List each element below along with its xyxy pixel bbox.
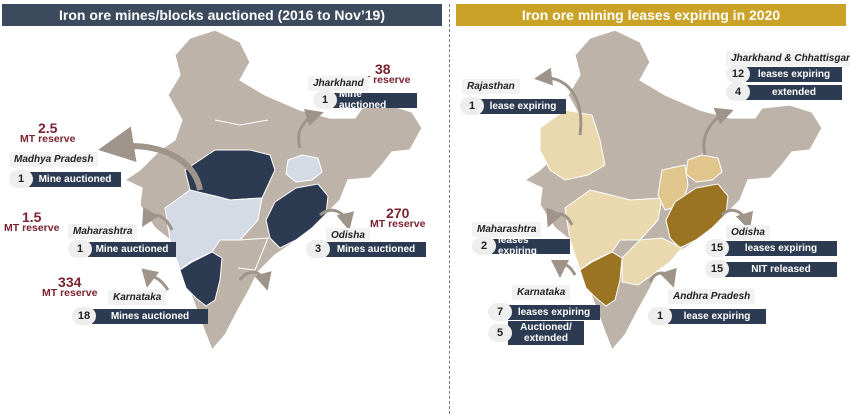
jharkhand-reserve-unit: MT reserve bbox=[355, 74, 411, 86]
right-karnataka-count-auctioned: 5 bbox=[488, 324, 512, 342]
right-map-state-andhra-pradesh bbox=[621, 237, 683, 286]
andhra-pradesh-lease-label: lease expiring bbox=[668, 308, 766, 324]
right-maharashtra-state-label: Maharashtra bbox=[472, 222, 542, 237]
andhra-pradesh-state-label: Andhra Pradesh bbox=[668, 289, 756, 304]
rajasthan-lease-label: lease expiring bbox=[480, 98, 566, 114]
jharkhand-reserve-value: 38 bbox=[374, 61, 391, 77]
jharkhand-chhattisgarh-state-label: Jharkhand & Chhattisgarh bbox=[726, 51, 850, 66]
maharashtra-state-label: Maharashtra bbox=[68, 224, 138, 239]
madhya-pradesh-count: 1 bbox=[9, 170, 33, 188]
jharkhand-chhattisgarh-lease-row: 12 leases expiring bbox=[726, 65, 842, 83]
right-maharashtra-count: 2 bbox=[472, 237, 496, 255]
right-odisha-expiring-label: leases expiring bbox=[725, 240, 837, 256]
madhya-pradesh-reserve: 2.5 MT reserve bbox=[20, 120, 76, 145]
karnataka-auction-label: Mines auctioned bbox=[92, 308, 208, 324]
left-arrow-jharkhand bbox=[297, 108, 324, 149]
jharkhand-chhattisgarh-count-extended: 4 bbox=[726, 83, 750, 101]
right-karnataka-auctioned-label: Auctioned/ extended bbox=[508, 321, 584, 345]
maharashtra-auction-row: 1 Mine auctioned bbox=[68, 240, 176, 258]
jharkhand-state-label: Jharkhand bbox=[308, 76, 369, 91]
karnataka-reserve: 334 MT reserve bbox=[42, 274, 98, 299]
right-arrow-maharashtra bbox=[546, 207, 574, 228]
karnataka-reserve-value: 334 bbox=[58, 274, 82, 290]
right-odisha-count-expiring: 15 bbox=[705, 239, 729, 257]
odisha-auction-label: Mines auctioned bbox=[326, 241, 426, 257]
left-arrow-madhya-pradesh bbox=[98, 126, 203, 191]
maharashtra-auction-label: Mine auctioned bbox=[88, 241, 176, 257]
odisha-count: 3 bbox=[306, 240, 330, 258]
right-karnataka-count-expiring: 7 bbox=[488, 303, 512, 321]
jharkhand-chhattisgarh-count-expiring: 12 bbox=[726, 65, 750, 83]
madhya-pradesh-reserve-unit: MT reserve bbox=[20, 133, 76, 145]
rajasthan-state-label: Rajasthan bbox=[462, 79, 520, 94]
right-odisha-lease-row: 15 leases expiring bbox=[705, 239, 837, 257]
odisha-state-label: Odisha bbox=[326, 228, 370, 243]
madhya-pradesh-auction-row: 1 Mine auctioned bbox=[9, 170, 121, 188]
left-arrow-karnataka-east bbox=[238, 270, 272, 291]
jharkhand-chhattisgarh-extended-row: 4 extended bbox=[726, 83, 842, 101]
right-odisha-count-nit: 15 bbox=[705, 260, 729, 278]
left-map-state-jharkhand bbox=[285, 154, 323, 183]
maharashtra-reserve-value: 1.5 bbox=[21, 209, 42, 225]
maharashtra-reserve: 1.5 MT reserve bbox=[4, 209, 60, 234]
right-arrow-rajasthan bbox=[534, 67, 583, 136]
andhra-pradesh-count: 1 bbox=[648, 307, 672, 325]
right-panel-title: Iron ore mining leases expiring in 2020 bbox=[456, 4, 846, 26]
right-karnataka-lease-row: 7 leases expiring bbox=[488, 303, 600, 321]
rajasthan-count: 1 bbox=[460, 97, 484, 115]
odisha-reserve-value: 270 bbox=[386, 205, 410, 221]
jharkhand-count: 1 bbox=[313, 91, 337, 109]
odisha-reserve: 270 MT reserve bbox=[370, 205, 426, 230]
karnataka-state-label: Karnataka bbox=[108, 290, 167, 305]
right-arrow-karnataka bbox=[551, 259, 577, 278]
jharkhand-reserve: 38 MT reserve bbox=[355, 61, 411, 86]
rajasthan-lease-row: 1 lease expiring bbox=[460, 97, 566, 115]
right-karnataka-expiring-label: leases expiring bbox=[508, 304, 600, 320]
right-odisha-nit-label: NIT released bbox=[725, 261, 837, 277]
left-arrow-karnataka bbox=[141, 268, 170, 291]
karnataka-count: 18 bbox=[72, 307, 96, 325]
right-india-map bbox=[524, 29, 823, 351]
odisha-reserve-unit: MT reserve bbox=[370, 218, 426, 230]
right-map-state-rajasthan bbox=[539, 109, 606, 181]
right-maharashtra-lease-label: leases expiring bbox=[492, 235, 570, 257]
jharkhand-auction-label: Mine auctioned bbox=[333, 89, 417, 111]
madhya-pradesh-reserve-value: 2.5 bbox=[37, 120, 58, 136]
right-arrow-jharkhand-chhattisgarh bbox=[702, 107, 734, 156]
left-india-map bbox=[124, 29, 423, 351]
right-map-state-karnataka bbox=[579, 251, 623, 307]
jharkhand-auction-row: 1 Mine auctioned bbox=[313, 89, 417, 111]
andhra-pradesh-lease-row: 1 lease expiring bbox=[648, 307, 766, 325]
right-karnataka-auctioned-row: 5 Auctioned/ extended bbox=[488, 321, 584, 345]
left-panel-title: Iron ore mines/blocks auctioned (2016 to… bbox=[2, 4, 442, 26]
left-arrow-maharashtra bbox=[141, 207, 174, 231]
right-map-state-odisha bbox=[665, 183, 729, 249]
right-map-state-jharkhand bbox=[685, 154, 723, 183]
right-odisha-nit-row: 15 NIT released bbox=[705, 260, 837, 278]
madhya-pradesh-auction-label: Mine auctioned bbox=[29, 171, 121, 187]
jharkhand-chhattisgarh-expiring-label: leases expiring bbox=[746, 66, 842, 82]
odisha-auction-row: 3 Mines auctioned bbox=[306, 240, 426, 258]
karnataka-reserve-unit: MT reserve bbox=[42, 287, 98, 299]
left-map-state-karnataka bbox=[179, 251, 223, 307]
right-arrow-odisha bbox=[720, 208, 754, 231]
right-odisha-state-label: Odisha bbox=[726, 225, 770, 240]
right-karnataka-state-label: Karnataka bbox=[512, 285, 571, 300]
panel-divider bbox=[449, 4, 450, 414]
madhya-pradesh-state-label: Madhya Pradesh bbox=[9, 152, 99, 167]
maharashtra-count: 1 bbox=[68, 240, 92, 258]
right-maharashtra-lease-row: 2 leases expiring bbox=[472, 235, 570, 257]
maharashtra-reserve-unit: MT reserve bbox=[4, 222, 60, 234]
karnataka-auction-row: 18 Mines auctioned bbox=[72, 307, 208, 325]
right-arrow-andhra-pradesh bbox=[648, 267, 677, 288]
left-arrow-odisha bbox=[319, 208, 355, 231]
jharkhand-chhattisgarh-extended-label: extended bbox=[746, 84, 842, 100]
left-map-state-odisha bbox=[265, 183, 329, 249]
